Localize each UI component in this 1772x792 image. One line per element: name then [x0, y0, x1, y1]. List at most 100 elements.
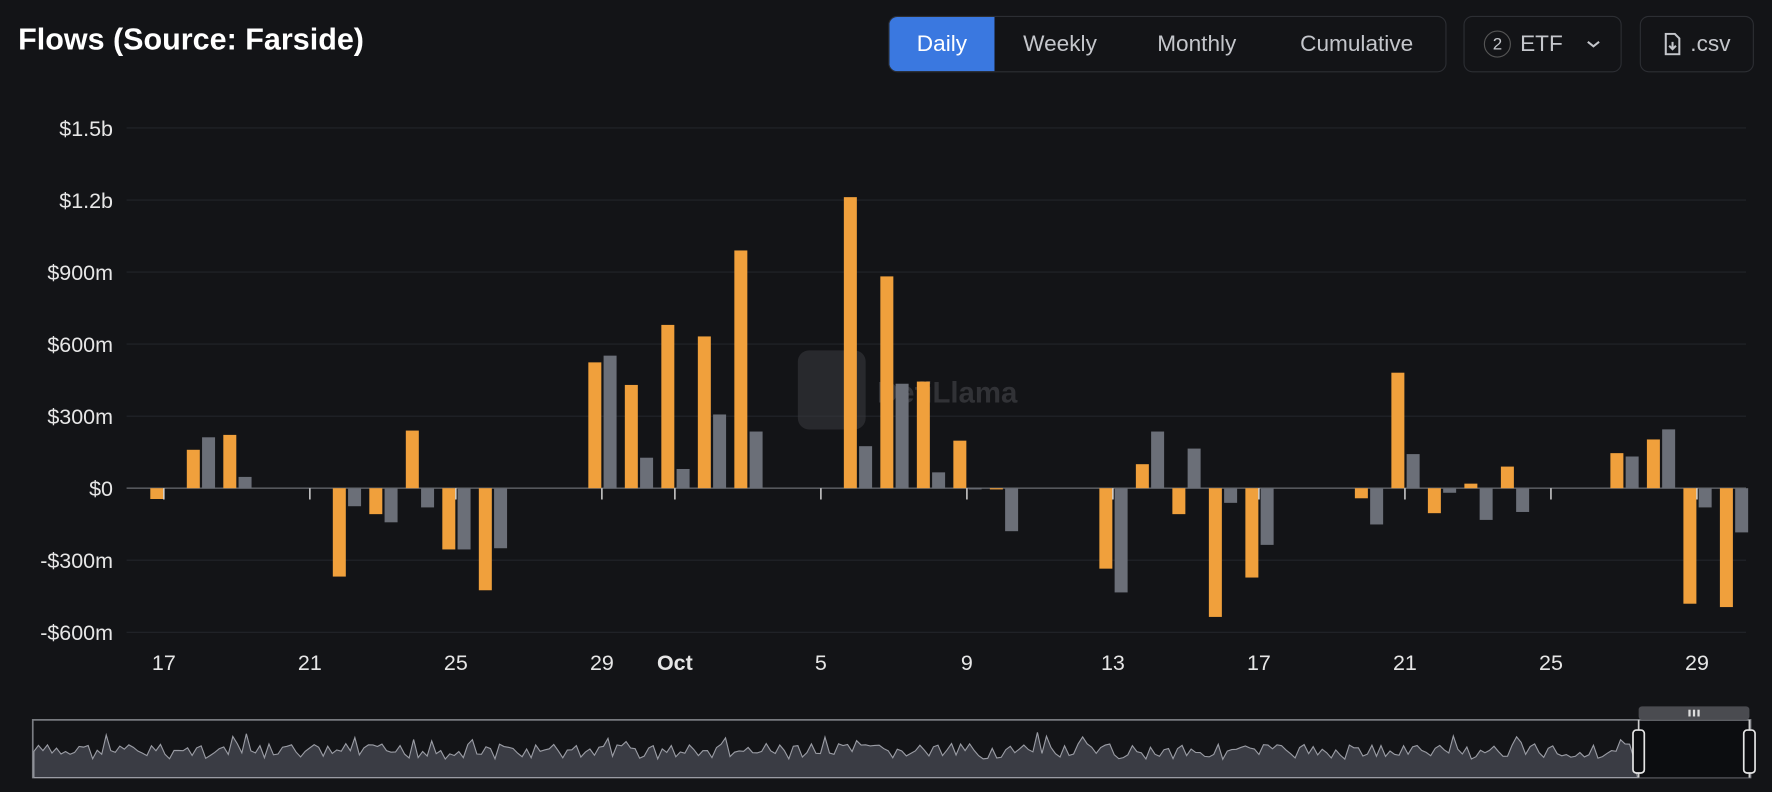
brush-handle-left[interactable]: [1632, 729, 1646, 774]
bar-a-oct-21[interactable]: [1391, 372, 1405, 489]
bar-a-sep-19[interactable]: [223, 434, 237, 489]
bar-a-sep-24[interactable]: [405, 430, 419, 489]
x-tick-label: 13: [1101, 651, 1125, 675]
bar-a-oct-17[interactable]: [1245, 488, 1259, 578]
bar-a-oct-27[interactable]: [1610, 453, 1624, 489]
bar-b-oct-24[interactable]: [1516, 488, 1530, 512]
bar-a-oct-30[interactable]: [1719, 488, 1733, 608]
bar-a-oct-7[interactable]: [880, 276, 894, 489]
bar-a-oct-8[interactable]: [916, 381, 930, 489]
tab-daily[interactable]: Daily: [889, 16, 995, 72]
x-tick-label: 17: [152, 651, 176, 675]
brush-handle-right[interactable]: [1742, 729, 1756, 774]
bar-b-oct-1[interactable]: [676, 468, 690, 489]
bar-a-sep-30[interactable]: [624, 384, 638, 489]
bar-b-oct-8[interactable]: [932, 472, 946, 489]
x-tick-label: 25: [444, 651, 468, 675]
bar-b-oct-23[interactable]: [1479, 488, 1493, 520]
bar-b-sep-23[interactable]: [384, 488, 398, 523]
bar-b-oct-22[interactable]: [1443, 488, 1457, 493]
bar-b-oct-29[interactable]: [1698, 488, 1712, 508]
panel-title: Flows (Source: Farside): [18, 22, 364, 57]
bar-a-oct-14[interactable]: [1135, 464, 1149, 489]
bar-a-sep-18[interactable]: [186, 449, 200, 489]
x-tick-label: Oct: [657, 651, 693, 675]
bar-b-oct-15[interactable]: [1187, 448, 1201, 489]
x-tick-label: 25: [1539, 651, 1563, 675]
tab-monthly[interactable]: Monthly: [1157, 31, 1237, 56]
y-tick-label: $0: [89, 477, 113, 501]
y-tick-label: $600m: [47, 333, 113, 357]
bar-b-sep-24[interactable]: [421, 488, 435, 508]
bar-a-oct-20[interactable]: [1354, 488, 1368, 499]
bar-b-oct-3[interactable]: [749, 431, 763, 489]
y-tick-label: $1.5b: [59, 117, 113, 141]
bar-b-oct-21[interactable]: [1406, 454, 1420, 489]
bar-a-oct-13[interactable]: [1099, 488, 1113, 569]
bar-b-oct-6[interactable]: [859, 446, 873, 489]
bar-b-oct-17[interactable]: [1260, 488, 1274, 545]
chevron-down-icon: [1587, 41, 1600, 48]
x-tick-label: 5: [815, 651, 827, 675]
bar-a-oct-24[interactable]: [1500, 466, 1514, 489]
y-tick-label: -$600m: [40, 621, 113, 645]
bar-b-oct-10[interactable]: [1005, 488, 1019, 532]
bar-a-oct-2[interactable]: [697, 336, 711, 489]
tab-cumulative[interactable]: Cumulative: [1300, 31, 1414, 56]
bar-b-sep-30[interactable]: [640, 457, 654, 489]
tab-weekly[interactable]: Weekly: [1023, 31, 1097, 56]
bar-b-oct-20[interactable]: [1370, 488, 1384, 525]
bar-a-oct-15[interactable]: [1172, 488, 1186, 515]
bar-a-oct-1[interactable]: [661, 324, 675, 489]
bar-b-sep-22[interactable]: [348, 488, 362, 507]
bar-b-oct-2[interactable]: [713, 414, 727, 489]
bar-b-oct-14[interactable]: [1151, 431, 1165, 489]
bar-b-sep-25[interactable]: [457, 488, 471, 550]
bar-a-sep-23[interactable]: [369, 488, 383, 515]
bar-b-sep-18[interactable]: [202, 437, 216, 489]
bar-b-oct-27[interactable]: [1625, 456, 1639, 489]
bar-a-oct-9[interactable]: [953, 440, 967, 489]
bar-a-sep-22[interactable]: [332, 488, 346, 577]
x-tick-label: 21: [298, 651, 322, 675]
etf-label: ETF: [1520, 31, 1563, 56]
bar-a-oct-10[interactable]: [989, 488, 1003, 490]
etf-dropdown[interactable]: 2 ETF: [1463, 15, 1622, 73]
bar-b-oct-16[interactable]: [1224, 488, 1238, 503]
csv-label: .csv: [1690, 31, 1731, 56]
bar-a-oct-6[interactable]: [843, 197, 857, 489]
bar-b-sep-19[interactable]: [238, 476, 252, 489]
bar-a-oct-28[interactable]: [1646, 439, 1660, 489]
bar-b-oct-30[interactable]: [1735, 488, 1749, 533]
bar-a-oct-3[interactable]: [734, 250, 748, 489]
bar-b-sep-29[interactable]: [603, 355, 617, 489]
y-tick-label: -$300m: [40, 549, 113, 573]
zoom-brush[interactable]: [31, 706, 1756, 779]
grip-icon: [1688, 709, 1691, 717]
bar-a-oct-29[interactable]: [1683, 488, 1697, 604]
y-tick-label: $300m: [47, 405, 113, 429]
x-tick-label: 17: [1247, 651, 1271, 675]
bar-a-sep-29[interactable]: [588, 362, 602, 489]
bar-a-oct-22[interactable]: [1427, 488, 1441, 514]
bar-b-sep-26[interactable]: [494, 488, 508, 549]
bar-a-sep-26[interactable]: [478, 488, 492, 591]
grip-icon: [1697, 709, 1700, 717]
bar-b-oct-9[interactable]: [968, 488, 982, 490]
bar-a-oct-16[interactable]: [1208, 488, 1222, 617]
brush-sparkline: [33, 732, 1639, 779]
period-tabs: Daily Weekly Monthly Cumulative: [888, 15, 1447, 73]
bar-a-sep-17[interactable]: [150, 488, 164, 500]
bar-b-oct-28[interactable]: [1662, 429, 1676, 489]
bar-b-oct-13[interactable]: [1114, 488, 1128, 593]
x-tick-label: 21: [1393, 651, 1417, 675]
bar-a-oct-23[interactable]: [1464, 483, 1478, 489]
bar-b-oct-7[interactable]: [895, 383, 909, 489]
y-tick-label: $1.2b: [59, 189, 113, 213]
bar-a-sep-25[interactable]: [442, 488, 456, 550]
download-csv-button[interactable]: .csv: [1639, 15, 1754, 73]
x-tick-label: 29: [590, 651, 614, 675]
brush-selection[interactable]: [1638, 721, 1750, 778]
